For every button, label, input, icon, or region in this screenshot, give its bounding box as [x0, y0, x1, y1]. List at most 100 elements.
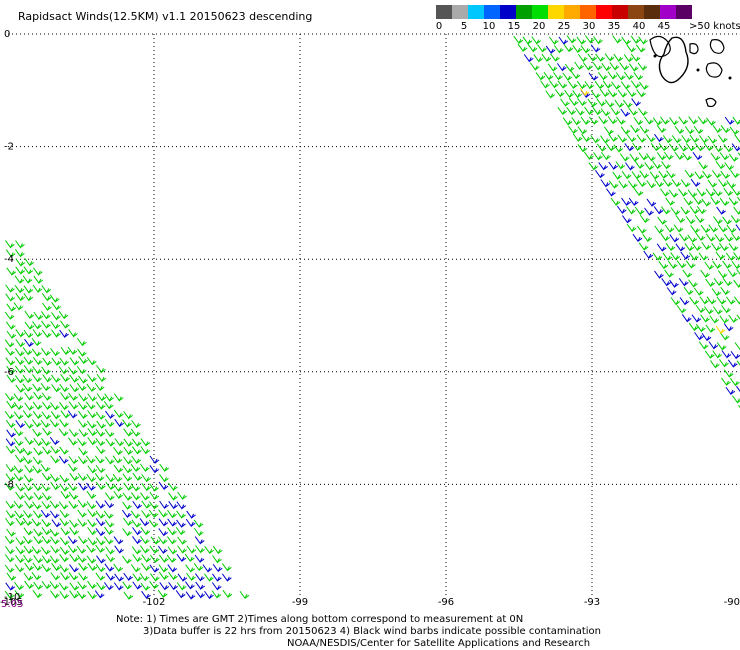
wind-barb	[104, 429, 115, 438]
wind-barb	[731, 232, 740, 242]
wind-barb	[554, 88, 565, 98]
wind-barb	[642, 233, 653, 243]
wind-barb	[76, 337, 87, 347]
wind-barb	[626, 89, 637, 98]
wind-barb	[85, 401, 96, 410]
wind-barb	[166, 554, 177, 563]
wind-barb	[78, 535, 88, 545]
wind-barb	[59, 383, 70, 393]
wind-barb	[41, 292, 52, 302]
wind-barb	[94, 455, 105, 464]
wind-barb	[646, 198, 657, 207]
wind-barb	[139, 572, 150, 582]
wind-barb	[122, 473, 133, 482]
wind-barb	[41, 285, 52, 294]
wind-barb	[661, 278, 672, 287]
wind-barb	[580, 116, 591, 125]
wind-barb	[68, 366, 78, 375]
wind-barb	[730, 215, 740, 224]
wind-barb	[724, 162, 735, 171]
wind-barb	[710, 360, 720, 369]
wind-barb	[122, 555, 132, 564]
wind-barb	[132, 573, 143, 582]
wind-barb	[644, 162, 655, 171]
wind-barb	[69, 582, 80, 591]
wind-barb	[614, 99, 625, 108]
wind-barb	[4, 311, 15, 320]
wind-barb	[688, 322, 699, 332]
wind-barb	[584, 106, 594, 116]
wind-barb	[633, 187, 644, 197]
wind-barb	[722, 260, 732, 269]
wind-barb	[23, 365, 34, 374]
wind-barb	[96, 582, 106, 591]
wind-barb	[669, 117, 679, 126]
wind-barb	[694, 214, 705, 224]
wind-barb	[86, 357, 97, 366]
wind-barb	[708, 224, 719, 233]
wind-barb	[95, 528, 106, 537]
wind-barb	[130, 428, 141, 437]
wind-barb	[33, 438, 44, 447]
wind-barb	[727, 269, 738, 278]
colorbar-label: 5	[460, 21, 468, 32]
wind-barb	[685, 143, 696, 152]
wind-barb	[14, 365, 25, 374]
wind-barb	[705, 233, 716, 242]
y-tick-label: -6	[4, 367, 14, 378]
wind-barb	[86, 544, 96, 554]
wind-barb	[572, 133, 583, 142]
wind-barb	[32, 428, 42, 438]
wind-barb	[601, 151, 611, 161]
wind-barb	[687, 234, 698, 243]
wind-barb	[637, 62, 648, 71]
wind-barb	[158, 528, 169, 537]
wind-barb	[77, 419, 88, 428]
colorbar-swatch	[436, 5, 452, 19]
y-tick-label: -10	[4, 592, 20, 603]
wind-barb	[675, 214, 686, 224]
wind-barb	[40, 382, 51, 392]
wind-barb	[5, 500, 16, 509]
wind-barb	[69, 590, 79, 599]
wind-barb	[177, 491, 187, 500]
wind-barb	[193, 562, 204, 572]
wind-barb	[639, 81, 649, 90]
wind-barb	[132, 472, 143, 482]
wind-barb	[222, 589, 233, 599]
wind-barb	[185, 518, 196, 528]
wind-barb	[719, 332, 730, 341]
colorbar-swatch	[612, 5, 628, 19]
wind-barb	[693, 196, 703, 205]
wind-barb	[711, 243, 721, 252]
wind-barb	[707, 179, 718, 188]
wind-barb	[41, 555, 52, 564]
wind-barb	[717, 224, 728, 233]
wind-barb	[33, 528, 43, 537]
wind-barb	[33, 555, 43, 564]
wind-barb	[698, 161, 708, 170]
wind-barb	[15, 329, 26, 338]
wind-barb	[6, 374, 17, 384]
colorbar-swatch	[676, 5, 692, 19]
wind-barb	[68, 500, 79, 510]
wind-barb	[681, 314, 692, 323]
wind-barb	[67, 545, 78, 554]
wind-barb	[685, 216, 696, 225]
wind-barb	[584, 151, 594, 161]
wind-barb	[734, 342, 740, 351]
wind-barb	[69, 553, 80, 563]
wind-barb	[580, 45, 591, 54]
wind-barb	[726, 180, 737, 189]
wind-barb	[41, 438, 51, 447]
wind-barb	[24, 321, 35, 330]
wind-barb	[31, 348, 42, 357]
wind-barb	[104, 492, 115, 501]
wind-barb	[548, 36, 559, 45]
wind-barb	[41, 311, 51, 320]
wind-barb	[78, 375, 88, 384]
wind-barb	[131, 455, 142, 465]
wind-barb	[639, 170, 650, 179]
wind-barb	[24, 258, 35, 267]
wind-barb	[662, 252, 673, 261]
